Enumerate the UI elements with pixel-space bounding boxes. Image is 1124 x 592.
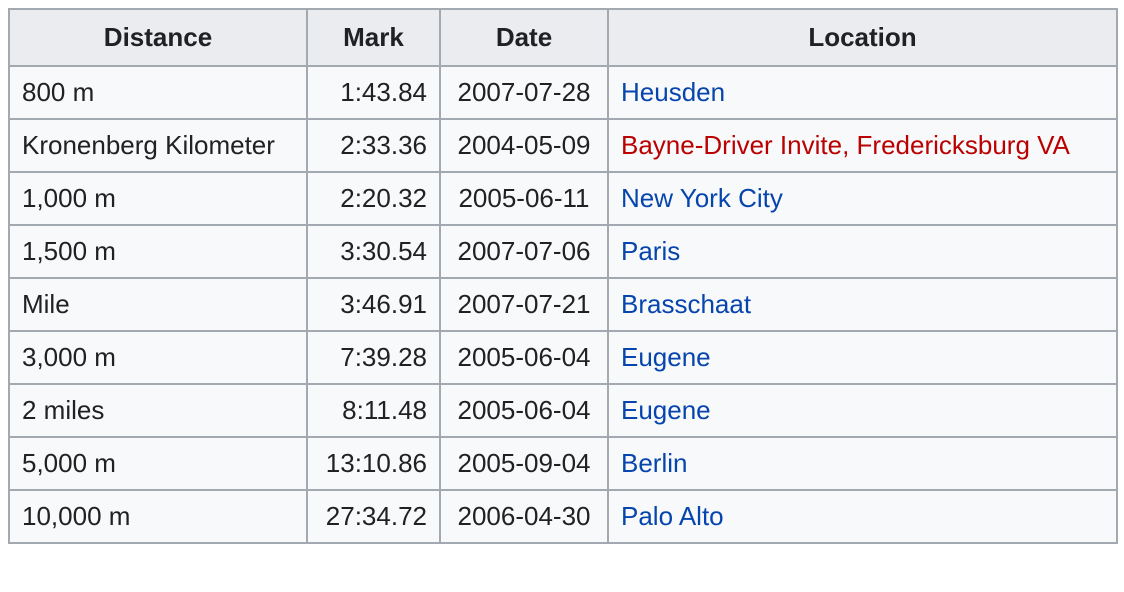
mark-cell: 8:11.48 [306, 383, 441, 438]
date-cell: 2005-06-04 [439, 383, 609, 438]
mark-cell: 3:30.54 [306, 224, 441, 279]
table-row: 5,000 m 13:10.86 2005-09-04 Berlin [8, 436, 1118, 491]
location-cell: Bayne-Driver Invite, Fredericksburg VA [607, 118, 1118, 173]
mark-cell: 3:46.91 [306, 277, 441, 332]
location-link[interactable]: Eugene [621, 342, 711, 372]
table-row: 2 miles 8:11.48 2005-06-04 Eugene [8, 383, 1118, 438]
personal-bests-table: Distance Mark Date Location 800 m 1:43.8… [8, 8, 1118, 544]
distance-cell: 10,000 m [8, 489, 308, 544]
distance-cell: 800 m [8, 65, 308, 120]
location-link[interactable]: New York City [621, 183, 783, 213]
header-mark: Mark [306, 8, 441, 67]
date-cell: 2005-06-11 [439, 171, 609, 226]
date-cell: 2005-06-04 [439, 330, 609, 385]
header-location: Location [607, 8, 1118, 67]
distance-cell: 2 miles [8, 383, 308, 438]
distance-cell: 1,500 m [8, 224, 308, 279]
mark-cell: 2:20.32 [306, 171, 441, 226]
location-link[interactable]: Paris [621, 236, 681, 266]
mark-cell: 13:10.86 [306, 436, 441, 491]
location-cell: Eugene [607, 383, 1118, 438]
date-cell: 2007-07-06 [439, 224, 609, 279]
mark-cell: 2:33.36 [306, 118, 441, 173]
distance-cell: Mile [8, 277, 308, 332]
location-link[interactable]: Berlin [621, 448, 688, 478]
table-row: 800 m 1:43.84 2007-07-28 Heusden [8, 65, 1118, 120]
location-cell: Heusden [607, 65, 1118, 120]
distance-cell: 1,000 m [8, 171, 308, 226]
date-cell: 2006-04-30 [439, 489, 609, 544]
table-row: 1,000 m 2:20.32 2005-06-11 New York City [8, 171, 1118, 226]
location-cell: New York City [607, 171, 1118, 226]
location-cell: Paris [607, 224, 1118, 279]
mark-cell: 1:43.84 [306, 65, 441, 120]
location-link[interactable]: Brasschaat [621, 289, 752, 319]
table-row: Kronenberg Kilometer 2:33.36 2004-05-09 … [8, 118, 1118, 173]
table-header-row: Distance Mark Date Location [8, 8, 1118, 67]
date-cell: 2007-07-28 [439, 65, 609, 120]
date-cell: 2005-09-04 [439, 436, 609, 491]
header-date: Date [439, 8, 609, 67]
date-cell: 2004-05-09 [439, 118, 609, 173]
location-cell: Brasschaat [607, 277, 1118, 332]
location-cell: Berlin [607, 436, 1118, 491]
date-cell: 2007-07-21 [439, 277, 609, 332]
location-link[interactable]: Eugene [621, 395, 711, 425]
distance-cell: 3,000 m [8, 330, 308, 385]
location-link[interactable]: Palo Alto [621, 501, 724, 531]
location-cell: Eugene [607, 330, 1118, 385]
location-cell: Palo Alto [607, 489, 1118, 544]
mark-cell: 27:34.72 [306, 489, 441, 544]
distance-cell: 5,000 m [8, 436, 308, 491]
location-link[interactable]: Heusden [621, 77, 726, 107]
distance-cell: Kronenberg Kilometer [8, 118, 308, 173]
table-row: 3,000 m 7:39.28 2005-06-04 Eugene [8, 330, 1118, 385]
table-row: 1,500 m 3:30.54 2007-07-06 Paris [8, 224, 1118, 279]
header-distance: Distance [8, 8, 308, 67]
location-redlink[interactable]: Bayne-Driver Invite, Fredericksburg VA [621, 130, 1070, 160]
table-row: Mile 3:46.91 2007-07-21 Brasschaat [8, 277, 1118, 332]
mark-cell: 7:39.28 [306, 330, 441, 385]
table-row: 10,000 m 27:34.72 2006-04-30 Palo Alto [8, 489, 1118, 544]
